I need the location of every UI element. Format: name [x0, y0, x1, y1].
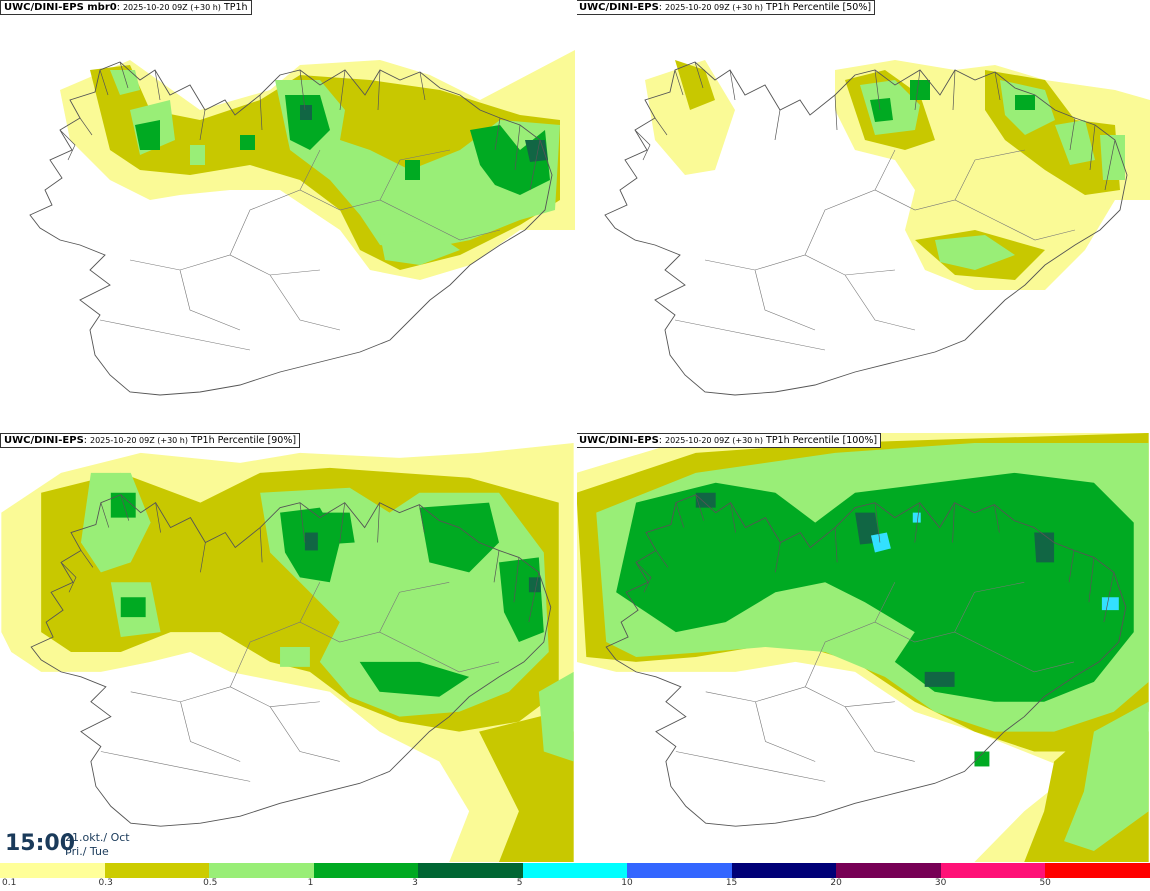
precip-map-mbr0 [29, 50, 575, 396]
colorbar-segment [1045, 863, 1150, 878]
colorbar-segment [313, 863, 419, 878]
panel-title: UWC/DINI-EPS: 2025-10-20 09Z (+30 h) TP1… [575, 0, 876, 15]
colorbar-segment [627, 863, 733, 878]
valid-date: 21.okt./ Oct Þri./ Tue [65, 831, 130, 859]
colorbar-tick-label: 50 [1039, 878, 1051, 888]
map-panel-p100: UWC/DINI-EPS: 2025-10-20 09Z (+30 h) TP1… [575, 433, 1150, 862]
colorbar-tick-label: 5 [516, 878, 523, 888]
colorbar-tick-label: 30 [934, 878, 947, 888]
valid-date-line1: 21.okt./ Oct [65, 831, 130, 844]
precip-map-p90 [1, 442, 574, 862]
valid-time-box: 15:00 21.okt./ Oct Þri./ Tue [0, 826, 140, 862]
colorbar-tick-label: 3 [412, 878, 418, 888]
colorbar-segment [836, 863, 942, 878]
colorbar-segment [418, 863, 524, 878]
colorbar-segment [940, 863, 1046, 878]
colorbar-tick-label: 1 [307, 878, 314, 888]
valid-time: 15:00 [5, 831, 76, 856]
valid-date-line2: Þri./ Tue [65, 845, 109, 858]
colorbar-tick-label: 20 [830, 878, 842, 888]
precip-green [870, 80, 1035, 122]
map-panel-p50: UWC/DINI-EPS: 2025-10-20 09Z (+30 h) TP1… [575, 0, 1150, 431]
precip-cyan [870, 512, 1119, 611]
colorbar-tick-label: 0.1 [2, 878, 17, 888]
map-panel-mbr0: UWC/DINI-EPS mbr0: 2025-10-20 09Z (+30 h… [0, 0, 575, 431]
colorbar-tick-label: 0.5 [203, 878, 218, 888]
precip-map-p100 [576, 433, 1149, 862]
panel-title: UWC/DINI-EPS: 2025-10-20 09Z (+30 h) TP1… [575, 433, 882, 448]
precip-green [616, 472, 1134, 767]
panel-title: UWC/DINI-EPS mbr0: 2025-10-20 09Z (+30 h… [0, 0, 252, 15]
colorbar-tick-label: 15 [725, 878, 738, 888]
colorbar-legend: 0.1 0.3 0.5 1 3 5 10 15 20 30 50 [0, 862, 1150, 891]
panel-title: UWC/DINI-EPS: 2025-10-20 09Z (+30 h) TP1… [0, 433, 301, 448]
map-panel-p90: UWC/DINI-EPS: 2025-10-20 09Z (+30 h) TP1… [0, 433, 575, 862]
precip-darkgreen [304, 532, 541, 593]
colorbar-segment [0, 863, 106, 878]
colorbar-tick-label: 0.3 [98, 878, 113, 888]
precip-map-p50 [604, 60, 1150, 396]
colorbar-segment [209, 863, 315, 878]
panel-divider [0, 431, 1150, 433]
colorbar-segment [522, 863, 628, 878]
colorbar-tick-label: 10 [621, 878, 633, 888]
colorbar-segment [104, 863, 210, 878]
colorbar-segment [731, 863, 837, 878]
precip-green [110, 492, 544, 697]
